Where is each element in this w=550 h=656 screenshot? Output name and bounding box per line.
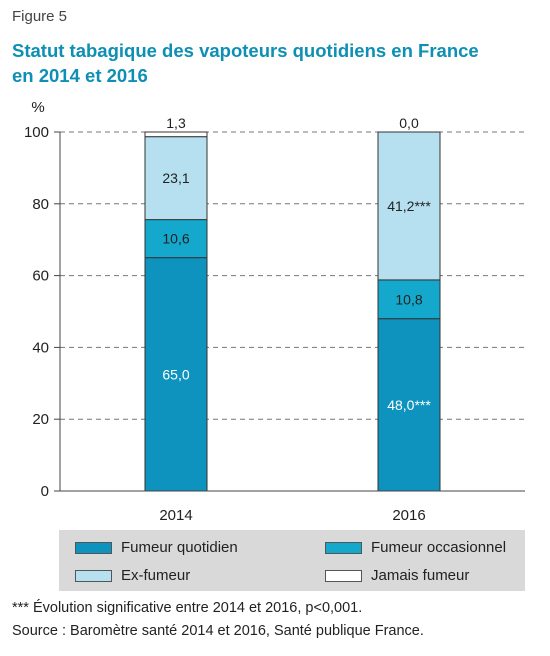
gridlines — [60, 131, 525, 420]
x-tick-label: 2016 — [392, 507, 425, 524]
chart-title-line-2: en 2014 et 2016 — [12, 65, 148, 86]
y-tick-label: 60 — [32, 268, 49, 285]
data-label: 1,3 — [166, 115, 186, 131]
bar-segment — [144, 136, 208, 221]
data-label: 65,0 — [162, 366, 189, 382]
legend-item: Jamais fumeur — [325, 567, 469, 584]
stacked-bar-chart: % 0 20 40 60 80 100 2014 2016 65,0 10,6 23,1 1,3 48… — [24, 99, 525, 524]
legend-swatch — [75, 569, 112, 582]
significance-note: *** Évolution significative entre 2014 e… — [12, 600, 363, 616]
legend-label: Fumeur quotidien — [121, 539, 238, 556]
legend-swatch — [325, 541, 362, 554]
bars — [144, 131, 441, 492]
legend-item: Fumeur occasionnel — [325, 539, 506, 556]
chart-title: Statut tabagique des vapoteurs quotidien… — [12, 38, 532, 88]
x-tick-label: 2014 — [159, 507, 192, 524]
data-label: 10,8 — [395, 291, 422, 307]
bar-segment — [377, 318, 441, 492]
data-label: 0,0 — [399, 115, 419, 131]
legend-swatch — [75, 541, 112, 554]
axes: 0 20 40 60 80 100 2014 2016 — [24, 124, 525, 524]
bar-segment — [144, 257, 208, 492]
chart-title-line-1: Statut tabagique des vapoteurs quotidien… — [12, 40, 479, 61]
figure-label: Figure 5 — [12, 8, 68, 25]
legend: Fumeur quotidien Fumeur occasionnel Ex-fum… — [59, 530, 525, 591]
bar-segment — [377, 131, 441, 281]
legend-item: Fumeur quotidien — [75, 539, 238, 556]
y-tick-label: 0 — [41, 483, 49, 500]
data-label: 23,1 — [162, 170, 189, 186]
data-labels: 65,0 10,6 23,1 1,3 48,0*** 10,8 41,2*** 0,0 — [162, 115, 431, 413]
legend-label: Jamais fumeur — [371, 567, 470, 584]
data-label: 41,2*** — [387, 198, 431, 214]
y-tick-label: 80 — [32, 196, 49, 213]
legend-label: Fumeur occasionnel — [371, 539, 507, 556]
y-tick-label: 100 — [24, 124, 49, 141]
bar-segment — [377, 279, 441, 320]
legend-label: Ex-fumeur — [121, 567, 191, 584]
data-label: 10,6 — [162, 231, 189, 247]
bar-segment — [144, 131, 208, 138]
legend-swatch — [325, 569, 362, 582]
bar-segment — [144, 219, 208, 259]
legend-item: Ex-fumeur — [75, 567, 190, 584]
y-unit-label: % — [31, 99, 44, 116]
y-tick-label: 40 — [32, 339, 49, 356]
y-tick-label: 20 — [32, 411, 49, 428]
data-label: 48,0*** — [387, 397, 431, 413]
source-note: Source : Baromètre santé 2014 et 2016, S… — [12, 623, 424, 639]
